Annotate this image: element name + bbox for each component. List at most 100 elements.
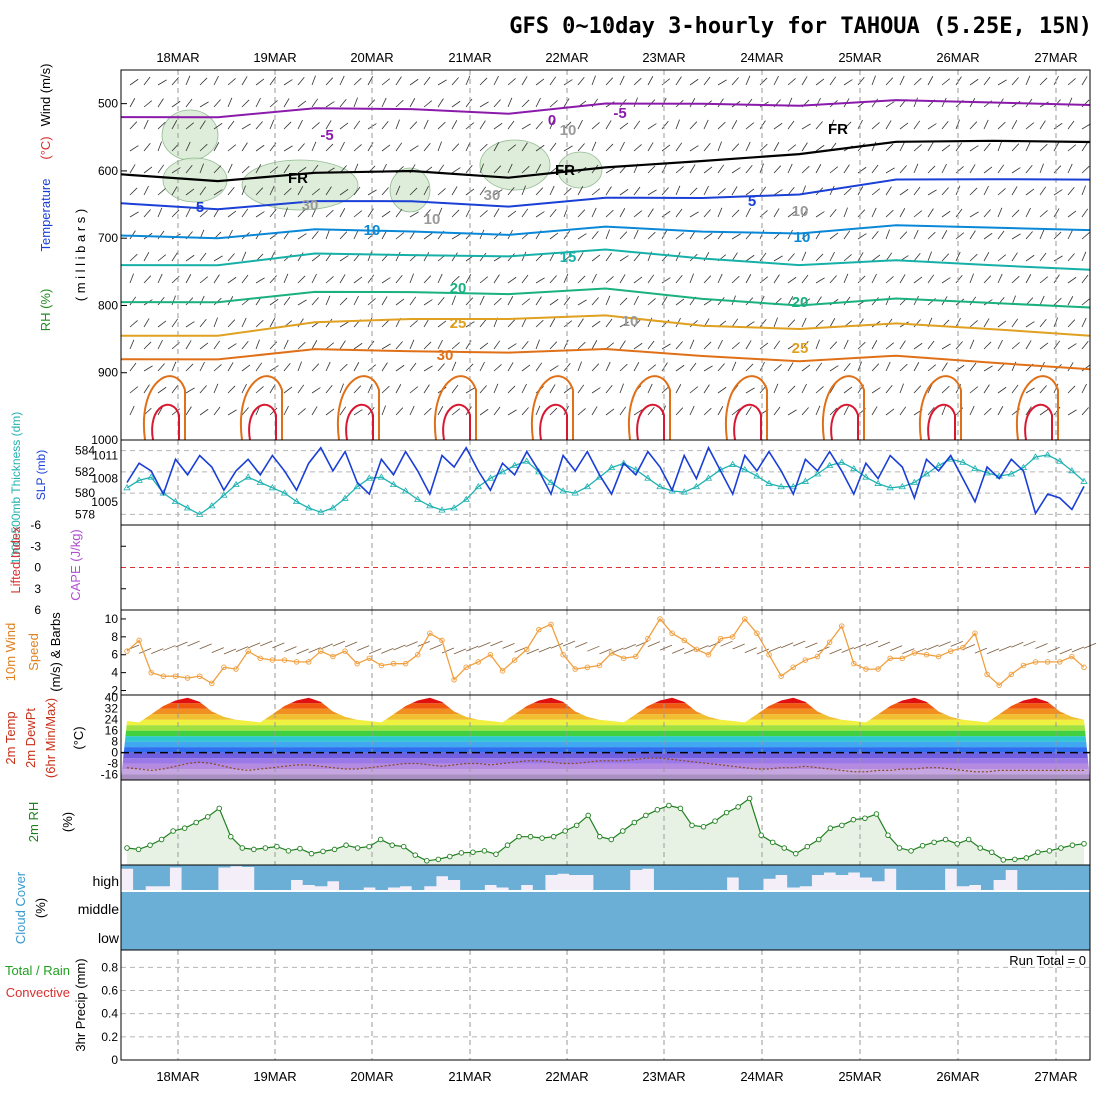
rh-marker [1046, 848, 1053, 854]
wind-speed-marker [378, 662, 385, 669]
wind-barb [997, 386, 1007, 394]
rh-marker [135, 846, 142, 853]
wind-barb [577, 252, 584, 262]
wind-barb [549, 142, 557, 152]
wind-barb [927, 340, 935, 350]
isotherm-loop [636, 403, 665, 441]
wind-barb [1039, 252, 1047, 262]
wind-barb [731, 209, 740, 218]
cloud-high-bar [993, 865, 1006, 880]
wind-barb [787, 144, 797, 152]
pressure-tick-label: 700 [98, 231, 118, 245]
wind-barb [423, 76, 431, 86]
wind-barb [507, 163, 513, 174]
wind-barb [381, 78, 391, 86]
wind-barb [969, 78, 979, 86]
thickness-marker [886, 484, 894, 491]
wind-barb-10m [1023, 640, 1036, 647]
wind-barb [633, 295, 639, 306]
wind-barb [997, 254, 1007, 262]
wind-barb [745, 387, 755, 394]
temp-band [121, 708, 1090, 715]
wind-barb [675, 298, 685, 306]
cloud-high-bar [157, 865, 170, 887]
wind-barb-10m [587, 645, 600, 652]
thickness-marker [401, 487, 410, 494]
wind-barb [199, 252, 207, 262]
wind-barb [311, 207, 317, 218]
wind-barb [199, 101, 209, 108]
wind-barb [227, 276, 237, 284]
wind-barbs-label: (m/s) & Barbs [48, 612, 63, 692]
wind-barb [591, 340, 598, 350]
wind-barb [311, 340, 318, 350]
cloud-high-bar [1029, 865, 1043, 890]
wind-barb [507, 253, 515, 262]
wind-barb [899, 383, 904, 394]
wind-barb [773, 317, 778, 328]
wind-barb [969, 339, 975, 350]
wind-barb [507, 144, 517, 152]
thickness-marker [765, 479, 773, 486]
cloud-high-bar [678, 865, 691, 890]
wind-barb [1067, 385, 1076, 394]
wind-barb [927, 208, 934, 218]
wind-barb [577, 341, 586, 350]
wind-barb [857, 361, 862, 372]
wind-barb [437, 98, 444, 108]
wind-barb [339, 122, 349, 130]
wind-barb [451, 186, 458, 196]
wind-barb [283, 339, 289, 350]
wind-barb [871, 164, 879, 174]
cloud-high-bar [908, 865, 921, 890]
rh-marker [792, 850, 799, 857]
wind-barb-10m [538, 646, 552, 653]
wind-barb-10m [708, 641, 721, 648]
wind-barb [955, 232, 965, 240]
wind-barb [451, 318, 459, 328]
wind-barb [927, 231, 936, 240]
wind-barb [227, 78, 236, 86]
wind-barb [773, 340, 781, 350]
wind-barb [507, 343, 517, 350]
contour-label: 0 [548, 112, 556, 129]
wind-barb [367, 189, 377, 196]
wind-barb [143, 275, 152, 284]
wind-barb [129, 187, 138, 196]
wind-barb [325, 229, 330, 240]
rh-marker [816, 836, 822, 843]
cloud-high-bar [254, 865, 267, 890]
rh-marker [631, 819, 638, 826]
vertical-labels: RH (%) Temperature (°C) Wind (m/s) ( m i l l… [3, 64, 88, 1052]
wind-barb [801, 383, 807, 394]
wind-barb [647, 364, 657, 372]
cloud-high-bar [920, 865, 934, 890]
wind-barb [143, 76, 151, 86]
wind-barb [451, 408, 461, 416]
wind-barb [479, 163, 484, 174]
wind-barb [297, 275, 306, 284]
wind-barb [591, 320, 601, 328]
wind-barb [143, 252, 150, 262]
wind-barb [675, 142, 683, 152]
wind-barb [479, 295, 485, 306]
cloud-high-label: high [93, 873, 119, 889]
cloud-high-bar [835, 865, 849, 875]
wind-barb [241, 251, 247, 262]
precip-tick-label: 0.2 [101, 1030, 118, 1044]
wind-barb [563, 145, 573, 152]
wind-barb [759, 120, 766, 130]
wind-barb [465, 164, 473, 174]
cloud-high-bar [1005, 865, 1018, 870]
rh-marker [527, 833, 534, 840]
wind-barb [745, 254, 755, 262]
thickness-marker [1068, 467, 1076, 474]
thickness-tick-label: 582 [75, 465, 95, 479]
wind-barb [801, 317, 807, 328]
cloud-low-label: low [98, 930, 120, 946]
wind-barb [1039, 276, 1049, 284]
wind-barb-10m [357, 645, 370, 651]
wind-barb [325, 384, 333, 394]
wind-barb [311, 98, 319, 108]
wind-barb [969, 164, 976, 174]
